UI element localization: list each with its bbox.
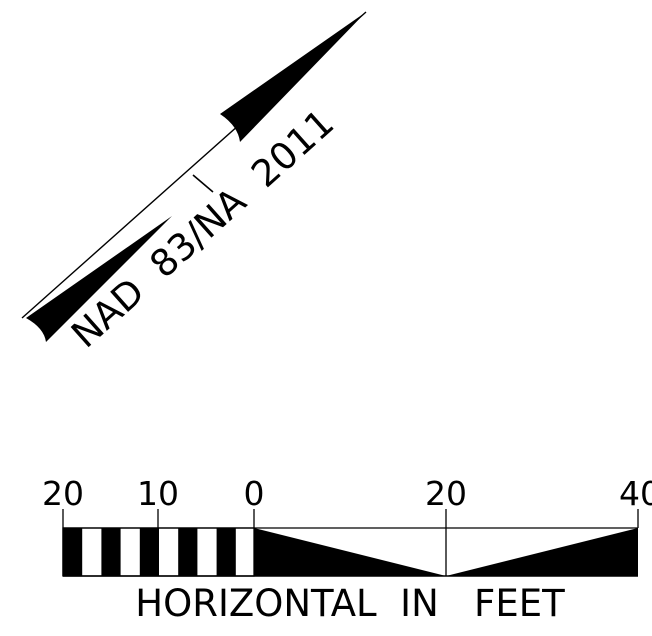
scale-tick-label: 20 xyxy=(42,474,84,513)
scale-tick-label: 40 xyxy=(619,474,652,513)
scale-checker xyxy=(62,527,255,577)
scale-bar: 20 10 0 20 40 HORIZONTAL IN FEET xyxy=(42,474,652,625)
scale-tick-label: 20 xyxy=(425,474,467,513)
north-arrow-lower-half xyxy=(26,216,172,342)
scale-checker-black xyxy=(63,528,83,576)
scale-checker-black xyxy=(178,528,198,576)
scale-wedge-right xyxy=(446,528,638,576)
north-arrow-upper-half xyxy=(220,12,366,142)
scale-tick-label: 10 xyxy=(137,474,179,513)
scale-checker-black xyxy=(139,528,159,576)
scale-wedge-left xyxy=(254,528,446,576)
scale-caption: HORIZONTAL IN FEET xyxy=(135,582,565,625)
scale-checker-black xyxy=(101,528,121,576)
scale-tick-label: 0 xyxy=(244,474,265,513)
north-arrow-tick xyxy=(192,174,214,193)
datum-label: NAD 83/NA 2011 xyxy=(63,101,342,356)
scale-checker-black xyxy=(216,528,236,576)
north-arrow: NAD 83/NA 2011 xyxy=(21,11,367,356)
